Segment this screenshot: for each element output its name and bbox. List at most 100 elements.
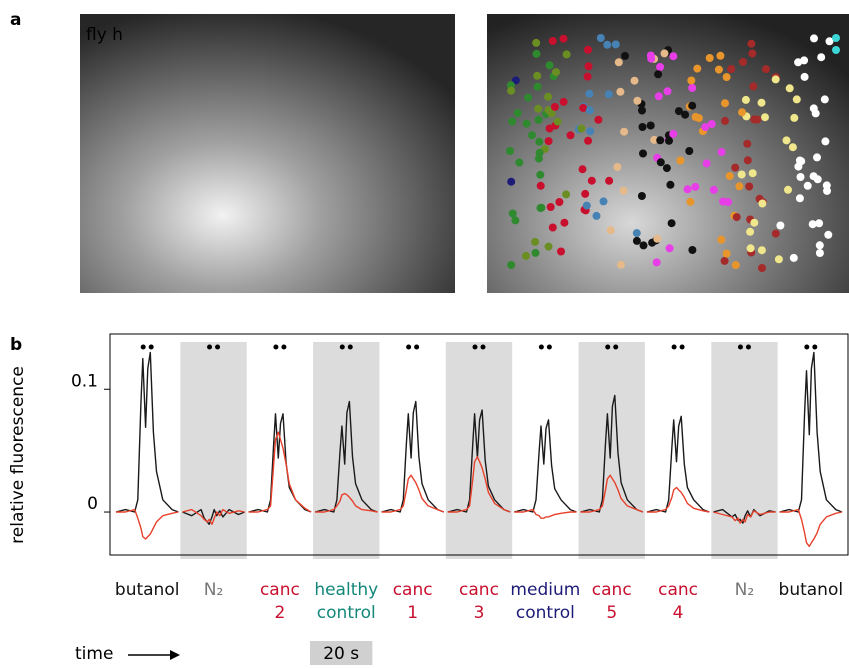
roi-dot (605, 176, 614, 185)
roi-dot (719, 197, 728, 206)
roi-dot (666, 180, 675, 189)
roi-dot (749, 82, 758, 91)
roi-dot (707, 120, 716, 128)
roi-dot (534, 154, 543, 163)
trace (248, 431, 312, 513)
roi-dot (638, 106, 646, 115)
category-label: canc 2 (260, 580, 300, 623)
roi-dot (587, 176, 596, 185)
roi-dot (746, 227, 755, 236)
roi-dot (738, 108, 746, 117)
roi-dot (544, 137, 553, 146)
stimulus-dot (347, 344, 353, 350)
roi-dot (808, 220, 817, 229)
roi-dot (792, 95, 801, 104)
roi-dot (552, 68, 560, 77)
roi-dot (535, 137, 544, 146)
roi-dot (544, 92, 553, 101)
roi-dot (646, 51, 655, 60)
roi-dot (714, 65, 723, 74)
roi-dot (553, 117, 562, 126)
roi-dot (583, 72, 592, 81)
category-label: butanol (115, 580, 180, 600)
roi-dot (522, 251, 530, 260)
roi-dot (533, 71, 542, 80)
roi-dot (654, 92, 663, 101)
roi-dot (550, 102, 559, 111)
roi-dot (596, 34, 605, 42)
roi-dot (747, 39, 756, 48)
stimulus-dot (215, 344, 221, 350)
roi-dot (652, 258, 661, 267)
roi-dot (691, 182, 700, 191)
roi-dot (832, 34, 840, 42)
roi-dot (632, 229, 641, 238)
roi-dot (536, 181, 545, 190)
roi-dot (621, 51, 629, 60)
roi-dot (782, 136, 791, 145)
roi-dot (794, 58, 803, 67)
roi-dot (559, 97, 568, 106)
roi-dot (731, 261, 740, 270)
roi-dot (771, 229, 780, 238)
stimulus-dot (613, 344, 619, 350)
roi-dot (761, 113, 769, 122)
stimulus-dot (605, 344, 611, 350)
roi-dot (586, 127, 595, 136)
roi-dot (685, 147, 694, 155)
stimulus-dot (140, 344, 146, 350)
trace (580, 474, 644, 513)
roi-dot (614, 58, 623, 67)
roi-dot (528, 131, 536, 140)
roi-dot (687, 76, 696, 85)
roi-dot (656, 136, 665, 145)
stimulus-dot (406, 344, 412, 350)
y-tick-label: 0.1 (71, 371, 98, 391)
roi-dots (506, 34, 840, 272)
stimulus-dot (281, 344, 287, 350)
roi-dot (531, 248, 540, 257)
roi-dot (832, 46, 840, 54)
roi-dot (676, 156, 685, 165)
roi-dot (637, 192, 646, 200)
roi-dot (603, 40, 612, 49)
roi-dot (688, 246, 697, 254)
roi-dot (796, 173, 805, 181)
category-label: canc 1 (393, 580, 433, 623)
roi-dot (813, 153, 821, 162)
roi-dot (757, 246, 766, 255)
stimulus-dot (339, 344, 345, 350)
scale-bar (310, 641, 373, 665)
roi-dot (815, 249, 824, 257)
roi-dot (732, 213, 741, 222)
trace (779, 508, 843, 548)
roi-dot (536, 170, 545, 179)
roi-dot (743, 156, 752, 165)
roi-dot (683, 185, 692, 194)
roi-dot (746, 244, 755, 253)
roi-dot (581, 189, 590, 198)
roi-dot (654, 70, 663, 79)
roi-dot (535, 148, 544, 157)
roi-dot (688, 84, 697, 92)
roi-dot (825, 37, 834, 46)
roi-dot (617, 260, 625, 269)
roi-dot (544, 106, 553, 115)
roi-dot (693, 64, 702, 73)
roi-dot (784, 185, 792, 194)
roi-dot (748, 49, 757, 58)
roi-dot (809, 172, 818, 181)
roi-dot (745, 182, 754, 191)
roi-dot (705, 54, 714, 62)
roi-dot (611, 40, 620, 49)
roi-dot (758, 199, 767, 208)
roi-dot (524, 93, 533, 102)
roi-dot (681, 110, 690, 119)
roi-dot (632, 236, 641, 245)
category-label: N₂ (735, 580, 755, 600)
roi-dot (669, 52, 678, 61)
roi-dot (716, 51, 725, 60)
roi-dot (688, 101, 697, 110)
roi-dot (656, 63, 665, 71)
stimulus-dot (472, 344, 478, 350)
